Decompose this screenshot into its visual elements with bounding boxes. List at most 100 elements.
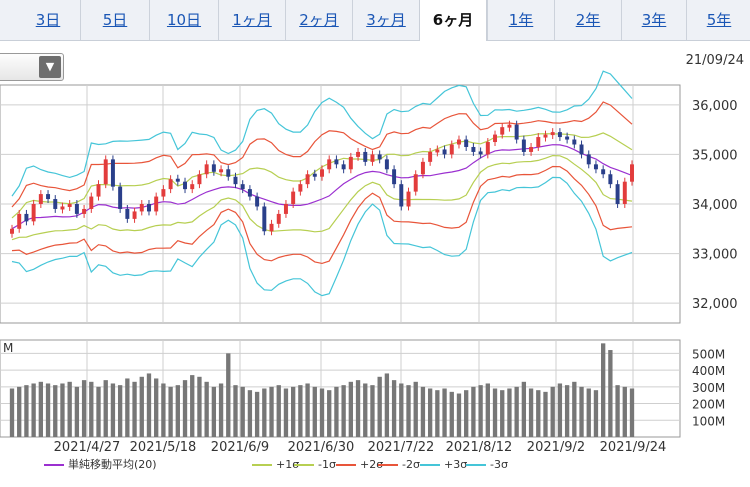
candle-down [255, 196, 260, 207]
volume-bar [154, 378, 159, 437]
candle-down [312, 173, 317, 177]
volume-bar [341, 385, 346, 437]
tab-1m[interactable]: 1ヶ月 [218, 0, 285, 40]
candle-down [593, 164, 598, 170]
legend-swatch [336, 464, 356, 466]
volume-bar [60, 383, 65, 437]
volume-bar [572, 381, 577, 437]
volume-bar [117, 385, 123, 437]
volume-bar [478, 385, 483, 437]
candle-down [110, 159, 115, 187]
tab-5d[interactable]: 5日 [80, 0, 149, 40]
volume-bar [283, 388, 289, 437]
candle-down [608, 174, 613, 185]
plus-3-sigma-line [11, 70, 633, 197]
volume-bar [442, 388, 447, 437]
candle-up [500, 127, 505, 135]
candle-up [219, 169, 224, 173]
chart-type-select[interactable]: ▼ [0, 53, 64, 81]
candle-up [60, 206, 65, 210]
candle-up [161, 189, 166, 197]
volume-bar [291, 386, 296, 437]
candle-up [320, 169, 324, 177]
volume-bar [471, 386, 476, 437]
x-tick-label: 2021/5/18 [130, 440, 197, 455]
candle-up [298, 184, 303, 192]
tab-3d[interactable]: 3日 [35, 11, 61, 29]
tab-5y[interactable]: 5年 [686, 0, 750, 40]
candle-down [233, 176, 238, 185]
volume-bar [435, 390, 440, 437]
volume-bar [579, 386, 584, 437]
candle-down [240, 184, 245, 190]
volume-tick-label: 300M [692, 381, 725, 395]
legend-swatch [378, 464, 398, 466]
candle-up [622, 181, 627, 204]
volume-bar [363, 383, 368, 437]
volume-bar [182, 380, 188, 437]
volume-bar [247, 390, 253, 437]
volume-bar [175, 385, 180, 437]
legend-label: 単純移動平均(20) [68, 458, 157, 471]
candle-down [46, 194, 51, 200]
tab-3y[interactable]: 3年 [621, 0, 686, 40]
volume-bar [377, 376, 382, 437]
candle-down [464, 139, 469, 147]
tab-6m[interactable]: 6ヶ月 [419, 0, 487, 41]
candle-up [435, 149, 440, 153]
candle-down [363, 151, 368, 162]
volume-bar [593, 390, 599, 437]
volume-bar [370, 385, 375, 437]
legend-label: +2σ [360, 458, 384, 471]
candle-up [132, 211, 137, 219]
volume-tick-label: 400M [692, 364, 725, 378]
candle-down [471, 146, 476, 152]
candle-down [565, 136, 570, 140]
candle-down [24, 213, 29, 222]
legend-item: 単純移動平均(20) [44, 456, 157, 474]
volume-bar [190, 375, 195, 437]
candle-up [356, 151, 361, 157]
volume-bar [45, 383, 51, 437]
candle-up [449, 144, 454, 155]
volume-bar [53, 385, 58, 437]
volume-bar [319, 388, 325, 437]
volume-tick-label: 500M [692, 347, 725, 361]
price-tick-label: 35,000 [692, 148, 738, 163]
x-tick-label: 2021/9/24 [600, 440, 667, 455]
volume-bar [355, 380, 361, 437]
tab-2y[interactable]: 2年 [554, 0, 621, 40]
candle-up [190, 184, 195, 190]
volume-bar [139, 376, 144, 437]
volume-bar [629, 388, 635, 437]
last-update-datetime: 21/09/24 [685, 53, 744, 68]
volume-bar [146, 373, 152, 437]
volume-bar [586, 388, 591, 437]
x-tick-label: 2021/9/2 [527, 440, 585, 455]
volume-bar [449, 391, 454, 437]
candle-down [384, 159, 389, 170]
tab-3m[interactable]: 3ヶ月 [352, 0, 419, 40]
candle-up [269, 223, 274, 232]
candle-down [615, 184, 620, 204]
volume-bar [125, 378, 130, 437]
tab-1y[interactable]: 1年 [487, 0, 554, 40]
tab-2m[interactable]: 2ヶ月 [285, 0, 352, 40]
volume-bar [622, 386, 627, 437]
period-tab-bar: 3日 5日 10日 1ヶ月 2ヶ月 3ヶ月 6ヶ月 1年 2年 3年 5年 [0, 0, 750, 41]
candle-up [82, 208, 87, 214]
candle-up [420, 161, 425, 175]
legend-swatch [294, 464, 314, 466]
volume-bar [276, 385, 281, 437]
candle-up [370, 154, 375, 162]
candle-down [557, 132, 562, 138]
volume-bar [601, 343, 606, 437]
volume-bar [197, 376, 202, 437]
candle-up [550, 132, 555, 136]
volume-bar [298, 385, 303, 437]
legend-item: +1σ [252, 456, 299, 474]
volume-bar [226, 353, 231, 437]
tab-10d[interactable]: 10日 [149, 0, 218, 40]
legend-label: -3σ [490, 458, 508, 471]
candle-up [543, 134, 548, 138]
